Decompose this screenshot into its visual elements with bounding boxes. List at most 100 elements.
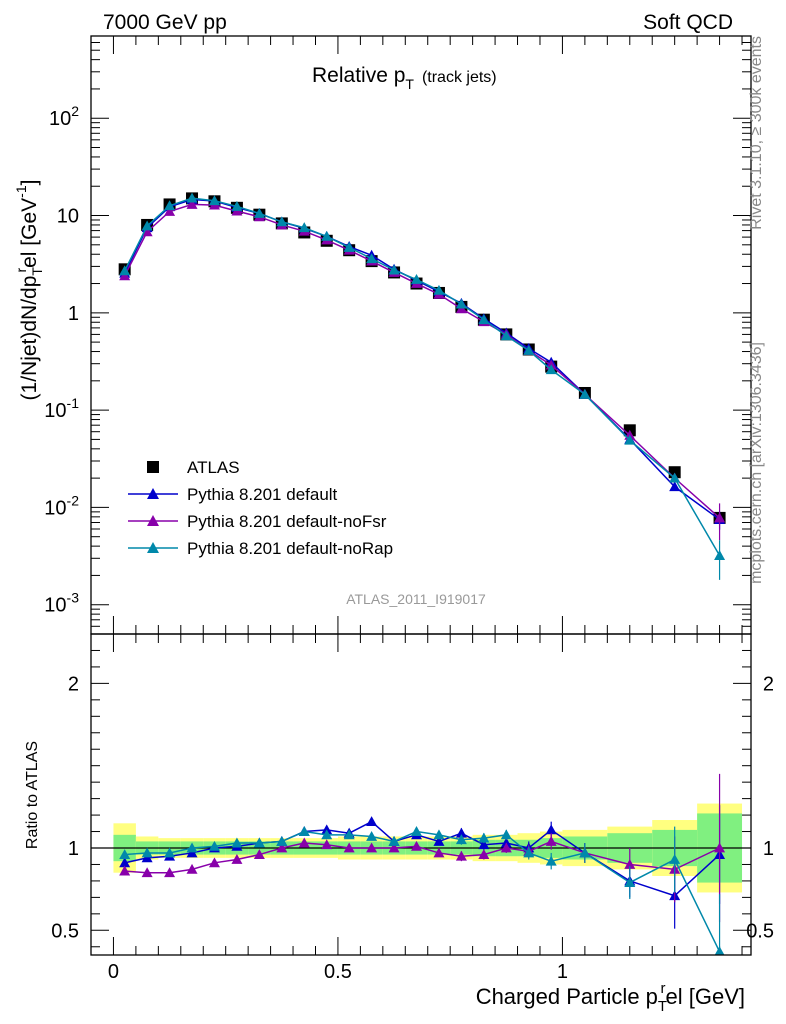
- ratio-y-tick-label-left: 1: [68, 838, 79, 860]
- y-tick-label: 1: [68, 303, 79, 325]
- data-point-triangle: [141, 220, 153, 231]
- ratio-data-point: [411, 826, 423, 836]
- legend-marker-triangle: [147, 488, 159, 499]
- data-point-triangle: [231, 200, 243, 211]
- ratio-xlabel: Charged Particle pTrel [GeV]: [476, 980, 745, 1015]
- ratio-data-point: [186, 863, 198, 874]
- data-point-triangle: [478, 314, 490, 325]
- data-point-triangle: [500, 330, 512, 341]
- data-point-triangle: [276, 216, 288, 227]
- watermark: ATLAS_2011_I919017: [346, 591, 486, 607]
- ratio-data-point: [141, 867, 153, 878]
- ratio-ylabel: Ratio to ATLAS: [24, 741, 41, 849]
- y-tick-label: 10: [57, 206, 79, 228]
- legend-marker-square: [147, 461, 159, 473]
- ratio-data-point: [298, 826, 310, 836]
- ratio-data-point: [455, 834, 467, 845]
- ratio-series-line: [124, 830, 721, 953]
- ratio-xlabel-sup: r: [661, 980, 666, 997]
- y-tick-label-exp: -1: [67, 395, 80, 411]
- ratio-data-point: [478, 849, 490, 859]
- ratio-xlabel-sub: T: [658, 998, 667, 1015]
- ratio-data-point: [366, 816, 378, 827]
- ratio-y-tick-label-right: 2: [763, 673, 774, 695]
- data-point-triangle: [669, 481, 681, 492]
- ratio-data-point: [624, 858, 636, 869]
- y-tick-label-exp: -3: [67, 590, 80, 606]
- ratio-data-point: [321, 839, 333, 850]
- ratio-data-point: [714, 946, 725, 955]
- ratio-data-point: [388, 842, 400, 853]
- ratio-data-point: [411, 840, 423, 851]
- legend: ATLAS Pythia 8.201 default Pythia 8.201 de…: [128, 458, 393, 558]
- ratio-y-tick-label-left: 0.5: [51, 920, 79, 942]
- series-line: [124, 197, 721, 556]
- y-tick-label: 102: [49, 103, 79, 130]
- legend-label: Pythia 8.201 default: [187, 485, 338, 504]
- side-label-rivet: Rivet 3.1.10, ≥ 300k events: [748, 36, 765, 230]
- y-tick-label-exp: -2: [67, 492, 80, 508]
- ratio-data-point: [455, 850, 467, 861]
- main-ylabel-post: ]: [18, 180, 41, 186]
- data-point-triangle: [164, 205, 176, 216]
- ratio-data-point: [545, 855, 557, 866]
- ratio-data-point: [433, 829, 445, 840]
- ratio-x-tick-label: 0: [108, 961, 119, 983]
- ratio-x-tick-label: 1: [557, 961, 568, 983]
- data-point-triangle: [186, 198, 198, 209]
- ratio-data-point: [478, 832, 490, 843]
- ratio-y-tick-label-left: 2: [68, 673, 79, 695]
- series-pythia-3: [119, 192, 726, 580]
- main-ylabel: (1/Njet)dN/dpTrel [GeV-1]: [13, 180, 45, 401]
- ratio-axis-ticks: 0.5 0.5 1 1 2 2 0 0.5 1: [51, 634, 774, 983]
- ratio-data-point: [276, 835, 288, 846]
- ratio-data-point: [164, 847, 176, 858]
- ratio-y-tick-label-right: 1: [763, 838, 774, 860]
- ratio-data-point: [455, 827, 467, 838]
- main-ylabel-sup: r: [13, 268, 29, 273]
- ratio-data-point: [253, 837, 265, 848]
- main-title: Relative pT (track jets): [312, 64, 497, 92]
- data-point-triangle: [298, 222, 310, 233]
- main-ylabel-mid: el [GeV: [18, 198, 41, 268]
- ratio-data-point: [276, 842, 288, 853]
- y-tick-label-base: 10: [44, 595, 66, 617]
- ratio-data-point: [343, 829, 355, 840]
- main-title-text: Relative p: [312, 64, 405, 87]
- data-point-triangle: [545, 364, 557, 375]
- data-point-triangle: [119, 270, 131, 281]
- data-point-triangle: [164, 200, 176, 211]
- data-point-triangle: [253, 207, 265, 218]
- data-point-triangle: [523, 344, 535, 355]
- main-ylabel-sub: T: [29, 267, 45, 276]
- legend-label: ATLAS: [187, 458, 240, 477]
- y-tick-label-base: 1: [68, 303, 79, 325]
- legend-marker-triangle: [147, 515, 159, 526]
- ratio-data-point: [141, 847, 153, 858]
- data-point-triangle: [119, 265, 131, 276]
- legend-item: Pythia 8.201 default-noFsr: [128, 512, 387, 531]
- ratio-data-point: [231, 837, 243, 848]
- data-point-triangle: [208, 195, 220, 206]
- ratio-data-point: [186, 842, 198, 853]
- ratio-data-point: [669, 854, 681, 864]
- header-right: Soft QCD: [643, 11, 733, 34]
- legend-item: Pythia 8.201 default-noRap: [128, 539, 393, 558]
- ratio-series-line: [124, 840, 720, 874]
- data-point-triangle: [388, 264, 400, 275]
- data-point-triangle: [321, 230, 333, 241]
- ratio-data-point: [624, 877, 636, 887]
- ratio-data-point: [388, 835, 400, 846]
- ratio-data-point: [545, 824, 557, 835]
- ratio-data-point: [500, 842, 512, 853]
- main-title-suffix: (track jets): [422, 69, 497, 86]
- data-point-triangle: [186, 192, 198, 203]
- data-point-triangle: [624, 434, 636, 445]
- legend-label: Pythia 8.201 default-noRap: [187, 539, 393, 558]
- ratio-data-point: [523, 847, 535, 858]
- data-point-triangle: [411, 274, 423, 284]
- y-tick-label-base: 10: [57, 206, 79, 228]
